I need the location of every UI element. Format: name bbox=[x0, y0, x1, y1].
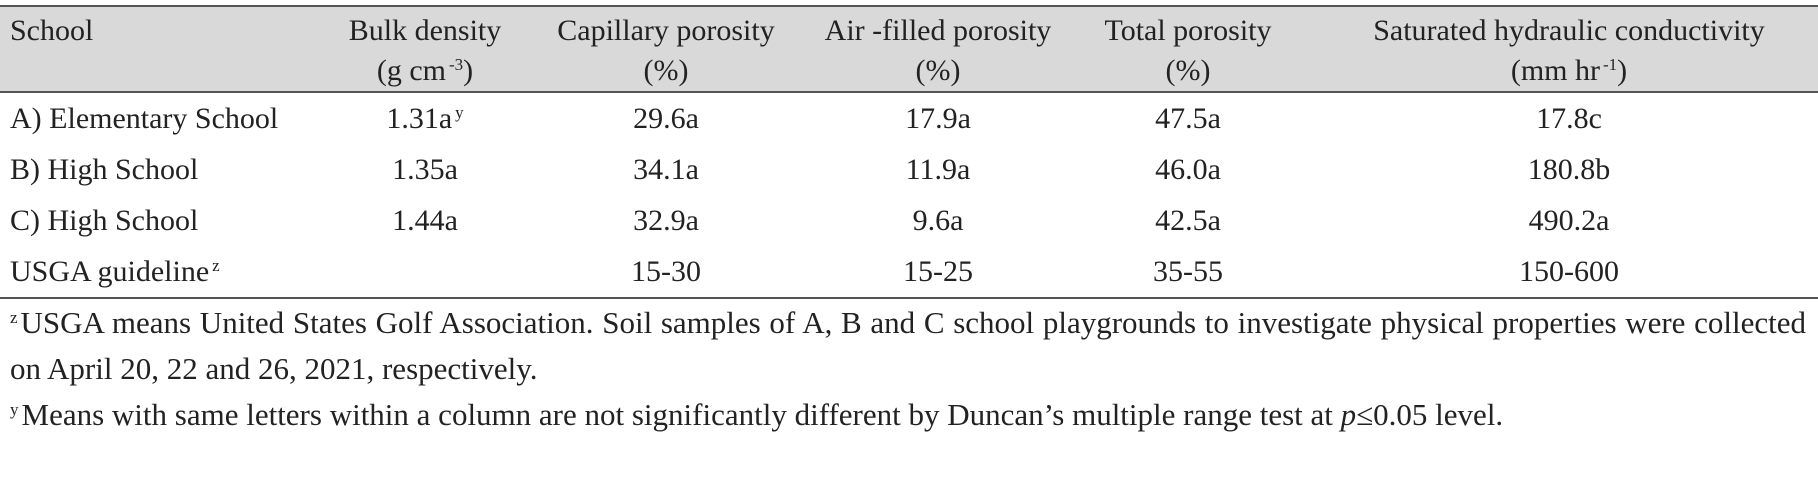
header-unit: ) bbox=[463, 54, 474, 87]
cell-text: 46.0a bbox=[1155, 153, 1221, 186]
unit-exponent: -1 bbox=[1602, 55, 1618, 74]
cell-text: 1.35a bbox=[392, 153, 458, 186]
cell-text: 47.5a bbox=[1155, 102, 1221, 135]
table-cell: 11.9a bbox=[820, 144, 1056, 195]
column-header: School bbox=[0, 6, 338, 92]
cell-text: 1.44a bbox=[392, 204, 458, 237]
cell-text: 1.31a bbox=[386, 102, 453, 135]
header-label: School bbox=[10, 14, 94, 47]
header-label: Air -filled porosity bbox=[824, 14, 1052, 47]
header-label: Saturated hydraulic conductivity bbox=[1373, 14, 1765, 47]
table-cell: 150-600 bbox=[1320, 246, 1818, 298]
column-header: Air -filled porosity (%) bbox=[820, 6, 1056, 92]
table-cell: 47.5a bbox=[1056, 92, 1320, 144]
table-row: C) High School 1.44a 32.9a 9.6a 42.5a 490.2a bbox=[0, 195, 1818, 246]
table-cell: 490.2a bbox=[1320, 195, 1818, 246]
header-label: Bulk density bbox=[348, 14, 502, 47]
footnote: yMeans with same letters within a column… bbox=[10, 392, 1806, 438]
table-body: A) Elementary School 1.31a y 29.6a 17.9a 47.5… bbox=[0, 92, 1818, 298]
table-cell: 17.8c bbox=[1320, 92, 1818, 144]
table-cell: A) Elementary School bbox=[0, 92, 338, 144]
table-cell: 1.31a y bbox=[338, 92, 512, 144]
cell-text: 17.9a bbox=[905, 102, 971, 135]
footnotes: zUSGA means United States Golf Associati… bbox=[10, 300, 1806, 438]
footnote-text: ≤0.05 level. bbox=[1356, 397, 1504, 432]
cell-text: 15-30 bbox=[631, 255, 701, 288]
column-header: Saturated hydraulic conductivity (mm hr -1… bbox=[1320, 6, 1818, 92]
table-cell: 9.6a bbox=[820, 195, 1056, 246]
cell-text: 42.5a bbox=[1155, 204, 1221, 237]
cell-text: 32.9a bbox=[633, 204, 699, 237]
cell-text: C) High School bbox=[10, 204, 199, 237]
footnote: zUSGA means United States Golf Associati… bbox=[10, 300, 1806, 392]
header-unit: (%) bbox=[643, 54, 689, 87]
footnote-mark: z bbox=[10, 308, 18, 327]
cell-text: A) Elementary School bbox=[10, 102, 279, 135]
table-cell: 17.9a bbox=[820, 92, 1056, 144]
table-cell: 180.8b bbox=[1320, 144, 1818, 195]
cell-text: 150-600 bbox=[1519, 255, 1619, 288]
table-cell: 1.44a bbox=[338, 195, 512, 246]
table-row: B) High School 1.35a 34.1a 11.9a 46.0a 180.8b bbox=[0, 144, 1818, 195]
table-cell: 29.6a bbox=[512, 92, 820, 144]
table-cell: 15-25 bbox=[820, 246, 1056, 298]
header-label: Capillary porosity bbox=[557, 14, 775, 47]
cell-text: 9.6a bbox=[912, 204, 964, 237]
header-unit: (%) bbox=[1165, 54, 1211, 87]
cell-text: 34.1a bbox=[633, 153, 699, 186]
cell-text: 17.8c bbox=[1536, 102, 1602, 135]
header-label: Total porosity bbox=[1104, 14, 1272, 47]
cell-text: USGA guideline bbox=[10, 255, 210, 288]
footnote-mark: y bbox=[10, 400, 19, 419]
cell-text: 490.2a bbox=[1528, 204, 1610, 237]
column-header: Bulk density (g cm -3) bbox=[338, 6, 512, 92]
column-header: Total porosity (%) bbox=[1056, 6, 1320, 92]
cell-text: 180.8b bbox=[1527, 153, 1611, 186]
unit-exponent: -3 bbox=[448, 55, 464, 74]
table-cell: 15-30 bbox=[512, 246, 820, 298]
header-unit: ) bbox=[1617, 54, 1628, 87]
table-cell: 1.35a bbox=[338, 144, 512, 195]
header-unit: (g cm bbox=[376, 54, 446, 87]
table-cell: C) High School bbox=[0, 195, 338, 246]
italic-symbol: p bbox=[1340, 397, 1357, 432]
table-cell: 42.5a bbox=[1056, 195, 1320, 246]
table-cell: B) High School bbox=[0, 144, 338, 195]
cell-text: 11.9a bbox=[905, 153, 971, 186]
table-cell: 35-55 bbox=[1056, 246, 1320, 298]
table-cell: 46.0a bbox=[1056, 144, 1320, 195]
table-cell: USGA guideline z bbox=[0, 246, 338, 298]
table-cell: 34.1a bbox=[512, 144, 820, 195]
column-header: Capillary porosity (%) bbox=[512, 6, 820, 92]
table-header: School Bulk density (g cm -3) Capillary poro… bbox=[0, 6, 1818, 92]
footnote-text: USGA means United States Golf Associatio… bbox=[10, 305, 1806, 386]
cell-text: 35-55 bbox=[1153, 255, 1223, 288]
header-unit: (%) bbox=[915, 54, 961, 87]
table-row: USGA guideline z 15-30 15-25 35-55 150-600 bbox=[0, 246, 1818, 298]
cell-text: B) High School bbox=[10, 153, 199, 186]
table-cell bbox=[338, 246, 512, 298]
footnote-text: Means with same letters within a column … bbox=[21, 397, 1341, 432]
table-cell: 32.9a bbox=[512, 195, 820, 246]
cell-text: 15-25 bbox=[903, 255, 973, 288]
cell-note-mark: y bbox=[455, 103, 464, 122]
data-table: School Bulk density (g cm -3) Capillary poro… bbox=[0, 5, 1818, 299]
cell-text: 29.6a bbox=[633, 102, 699, 135]
table-row: A) Elementary School 1.31a y 29.6a 17.9a 47.5… bbox=[0, 92, 1818, 144]
header-unit: (mm hr bbox=[1510, 54, 1600, 87]
cell-note-mark: z bbox=[212, 256, 220, 275]
